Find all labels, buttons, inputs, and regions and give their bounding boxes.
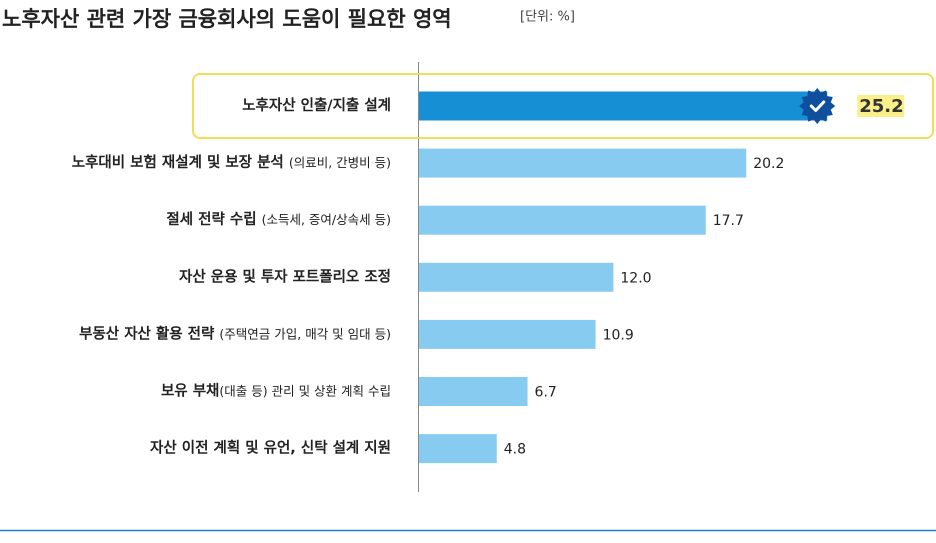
category-label: 자산 이전 계획 및 유언, 신탁 설계 지원 xyxy=(150,439,391,457)
value-label: 4.8 xyxy=(504,442,526,458)
bar xyxy=(419,205,706,235)
value-label: 25.2 xyxy=(859,96,903,117)
category-label: 노후자산 인출/지출 설계 xyxy=(242,96,391,114)
category-label: 절세 전략 수립 (소득세, 증여/상속세 등) xyxy=(166,210,391,228)
bar xyxy=(419,148,747,178)
value-label: 6.7 xyxy=(535,385,557,401)
category-label: 보유 부채(대출 등) 관리 및 상환 계획 수립 xyxy=(161,383,391,400)
category-label: 노후대비 보험 재설계 및 보장 분석 (의료비, 간병비 등) xyxy=(72,153,391,171)
bar xyxy=(419,262,614,292)
highlight-box xyxy=(192,73,934,139)
value-label: 10.9 xyxy=(603,327,634,343)
value-label: 17.7 xyxy=(713,213,744,229)
bar xyxy=(419,434,497,464)
bar xyxy=(419,377,528,406)
chart-title: 노후자산 관련 가장 금융회사의 도움이 필요한 영역 xyxy=(2,7,452,31)
category-label: 자산 운용 및 투자 포트폴리오 조정 xyxy=(179,267,391,285)
category-label: 부동산 자산 활용 전략 (주택연금 가입, 매각 및 임대 등) xyxy=(79,324,391,342)
value-highlight xyxy=(857,95,905,117)
badge xyxy=(799,88,836,124)
value-label: 20.2 xyxy=(753,156,784,172)
bar xyxy=(419,91,828,121)
unit-label: [단위: %] xyxy=(520,10,575,25)
value-label: 12.0 xyxy=(620,270,651,286)
bar xyxy=(419,319,596,349)
badge-check xyxy=(809,100,826,112)
